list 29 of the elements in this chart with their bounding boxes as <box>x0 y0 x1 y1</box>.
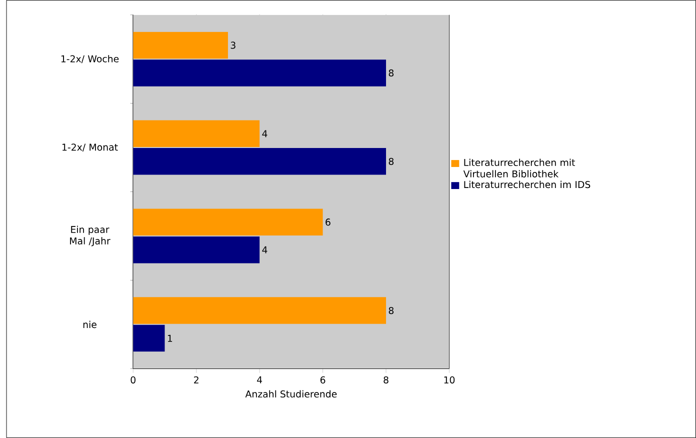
y-tick-label: nie <box>83 320 96 328</box>
y-tick-label: Ein paar Mal /Jahr <box>70 226 110 246</box>
data-label: 1 <box>168 334 172 342</box>
x-tick-label: 2 <box>194 376 198 384</box>
legend-label: Literaturrecherchen mit Virtuellen Bibliothek <box>463 158 576 178</box>
bar <box>133 324 165 352</box>
bar <box>133 148 386 175</box>
data-label: 3 <box>230 42 236 49</box>
x-tick-label: 4 <box>257 376 262 384</box>
bar <box>133 120 260 148</box>
data-label: 8 <box>388 158 394 165</box>
y-tick-label: 1-2x/ Monat <box>62 144 118 152</box>
bar <box>133 32 228 59</box>
y-tick-label: 1-2x/ Woche <box>61 55 119 64</box>
data-label: 4 <box>262 246 268 254</box>
x-tick-label: 0 <box>130 376 136 384</box>
data-label: 4 <box>262 130 268 138</box>
x-tick-label: 8 <box>384 376 388 384</box>
data-label: 6 <box>326 218 330 226</box>
x-axis-title: Anzahl Studierende <box>245 390 337 398</box>
bar <box>133 60 386 86</box>
data-label: 8 <box>388 307 394 314</box>
bar <box>133 208 323 236</box>
data-label: 8 <box>388 69 394 77</box>
x-tick-label: 6 <box>320 376 326 384</box>
bar <box>133 236 260 264</box>
x-tick-label: 10 <box>444 376 455 384</box>
legend-label: Literaturrecherchen im IDS <box>464 180 590 188</box>
bar <box>133 297 386 324</box>
